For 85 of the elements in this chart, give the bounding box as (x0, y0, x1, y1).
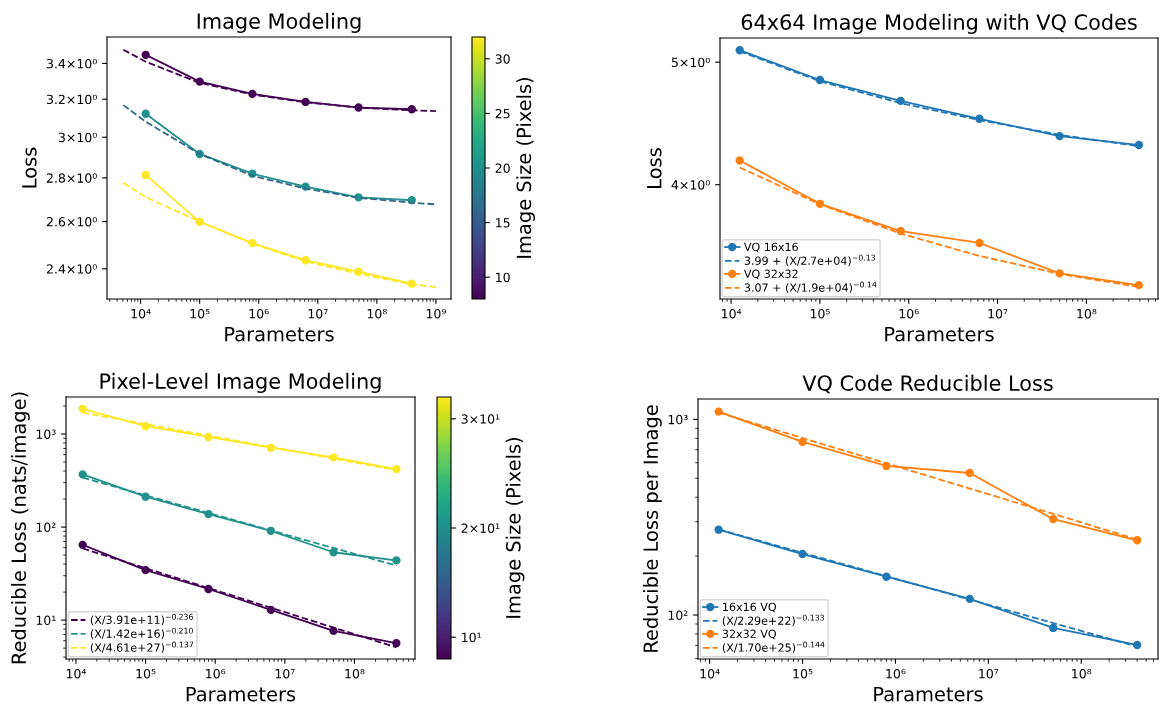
point (1134, 140, 1144, 150)
x-tick-label: 10⁵ (810, 308, 830, 319)
legend-label: 16x16 VQ (723, 602, 776, 613)
x-axis-title: Parameters (186, 686, 296, 702)
point (141, 170, 150, 180)
point (141, 109, 150, 118)
x-axis-title: Parameters (885, 326, 994, 342)
point (714, 407, 723, 416)
x-tick-label: 10⁶ (206, 668, 226, 679)
color-bar-label: 30 (495, 54, 510, 64)
point (975, 238, 984, 248)
x-tick-label: 10⁴ (131, 308, 151, 319)
legend-label: 32x32 VQ (722, 629, 776, 640)
y-axis-title: Loss (22, 147, 37, 188)
y-tick-label: 2.6×10⁰ (46, 217, 97, 227)
x-tick-label: 10⁸ (367, 308, 387, 319)
y-axis-title: Reducible Loss (nats/image) (10, 392, 30, 664)
y-tick-label: 2.8×10⁰ (46, 173, 97, 183)
y-tick-label: 3.2×10⁰ (46, 94, 97, 105)
y-tick-label: 10³ (668, 414, 688, 425)
x-tick-label: 10⁴ (722, 308, 742, 319)
x-tick-label: 10⁹ (426, 308, 446, 319)
x-tick-label: 10⁶ (249, 308, 269, 319)
chart-title: Image Modeling (197, 12, 361, 33)
x-tick-label: 10⁶ (886, 668, 906, 679)
y-tick-label: 3×10⁰ (58, 132, 97, 143)
x-tick-label: 10⁷ (275, 668, 295, 679)
x-tick-label: 10⁶ (899, 308, 919, 319)
point (78, 404, 87, 413)
color-bar-title: Image Size (Pixels) (505, 437, 525, 618)
y-tick-label: 3.4×10⁰ (46, 58, 97, 69)
y-tick-label: 10³ (36, 429, 56, 439)
x-tick-label: 10⁷ (979, 668, 999, 679)
legend-label: VQ 32x32 (743, 269, 798, 280)
color-bar-label: 10¹ (462, 632, 481, 643)
color-bar-label: 10 (496, 272, 510, 283)
color-bar-label: 15 (496, 218, 510, 228)
legend-label: (X/1.70e+25)$^{−0.144}$ (722, 641, 825, 654)
point (798, 437, 807, 447)
legend-label: 3.99 + (X/2.7e+04)$^{−0.13}$ (744, 254, 876, 267)
color-bar-title: Image Size (Pixels) (516, 77, 535, 258)
point (965, 468, 974, 478)
legend-label: (X/1.42e+16)$^{−0.210}$ (90, 627, 193, 640)
color-bar-label: 2×10¹ (461, 523, 500, 533)
x-tick-label: 10⁴ (700, 668, 720, 679)
x-tick-label: 10⁷ (988, 308, 1008, 319)
x-tick-label: 10⁵ (793, 668, 813, 679)
y-axis-title: Reducible Loss per Image (642, 405, 662, 652)
legend-label: VQ 16x16 (743, 242, 798, 253)
y-tick-label: 5×10⁰ (671, 57, 710, 68)
y-tick-label: 10² (668, 610, 688, 620)
x-tick-label: 10⁴ (66, 668, 86, 679)
point (392, 638, 401, 648)
y-axis-title: Loss (647, 148, 662, 188)
chart-title: VQ Code Reducible Loss (802, 374, 1053, 394)
x-tick-label: 10⁵ (136, 668, 156, 679)
chart-title: Pixel-Level Image Modeling (100, 372, 381, 393)
point (1049, 514, 1058, 524)
chart-title: 64x64 Image Modeling with VQ Codes (741, 13, 1137, 34)
legend-label: (X/3.91e+11)$^{−0.236}$ (90, 613, 193, 626)
x-tick-label: 10⁷ (308, 308, 328, 319)
point (141, 50, 150, 60)
x-tick-label: 10⁸ (1072, 668, 1092, 679)
x-axis-title: Parameters (874, 686, 983, 702)
x-tick-label: 10⁸ (345, 668, 365, 679)
x-axis-title: Parameters (225, 326, 334, 342)
y-tick-label: 4×10⁰ (671, 180, 710, 190)
color-bar-label: 25 (495, 108, 510, 119)
x-tick-label: 10⁵ (190, 308, 210, 319)
point (735, 156, 744, 165)
legend-label: 3.07 + (X/1.9e+04)$^{−0.14}$ (744, 281, 877, 294)
point (1049, 623, 1058, 633)
legend-label: (X/2.29e+22)$^{−0.133}$ (722, 614, 824, 627)
point (78, 470, 87, 479)
legend-label: (X/4.61e+27)$^{−0.137}$ (90, 641, 194, 654)
point (329, 548, 338, 557)
y-tick-label: 10¹ (36, 615, 56, 626)
point (392, 465, 401, 474)
y-tick-label: 10² (36, 522, 56, 532)
color-bar-label: 3×10¹ (461, 414, 500, 424)
x-tick-label: 10⁸ (1077, 308, 1097, 319)
point (78, 540, 87, 550)
color-bar-label: 20 (495, 163, 510, 173)
point (392, 556, 401, 565)
y-tick-label: 2.4×10⁰ (46, 264, 97, 274)
